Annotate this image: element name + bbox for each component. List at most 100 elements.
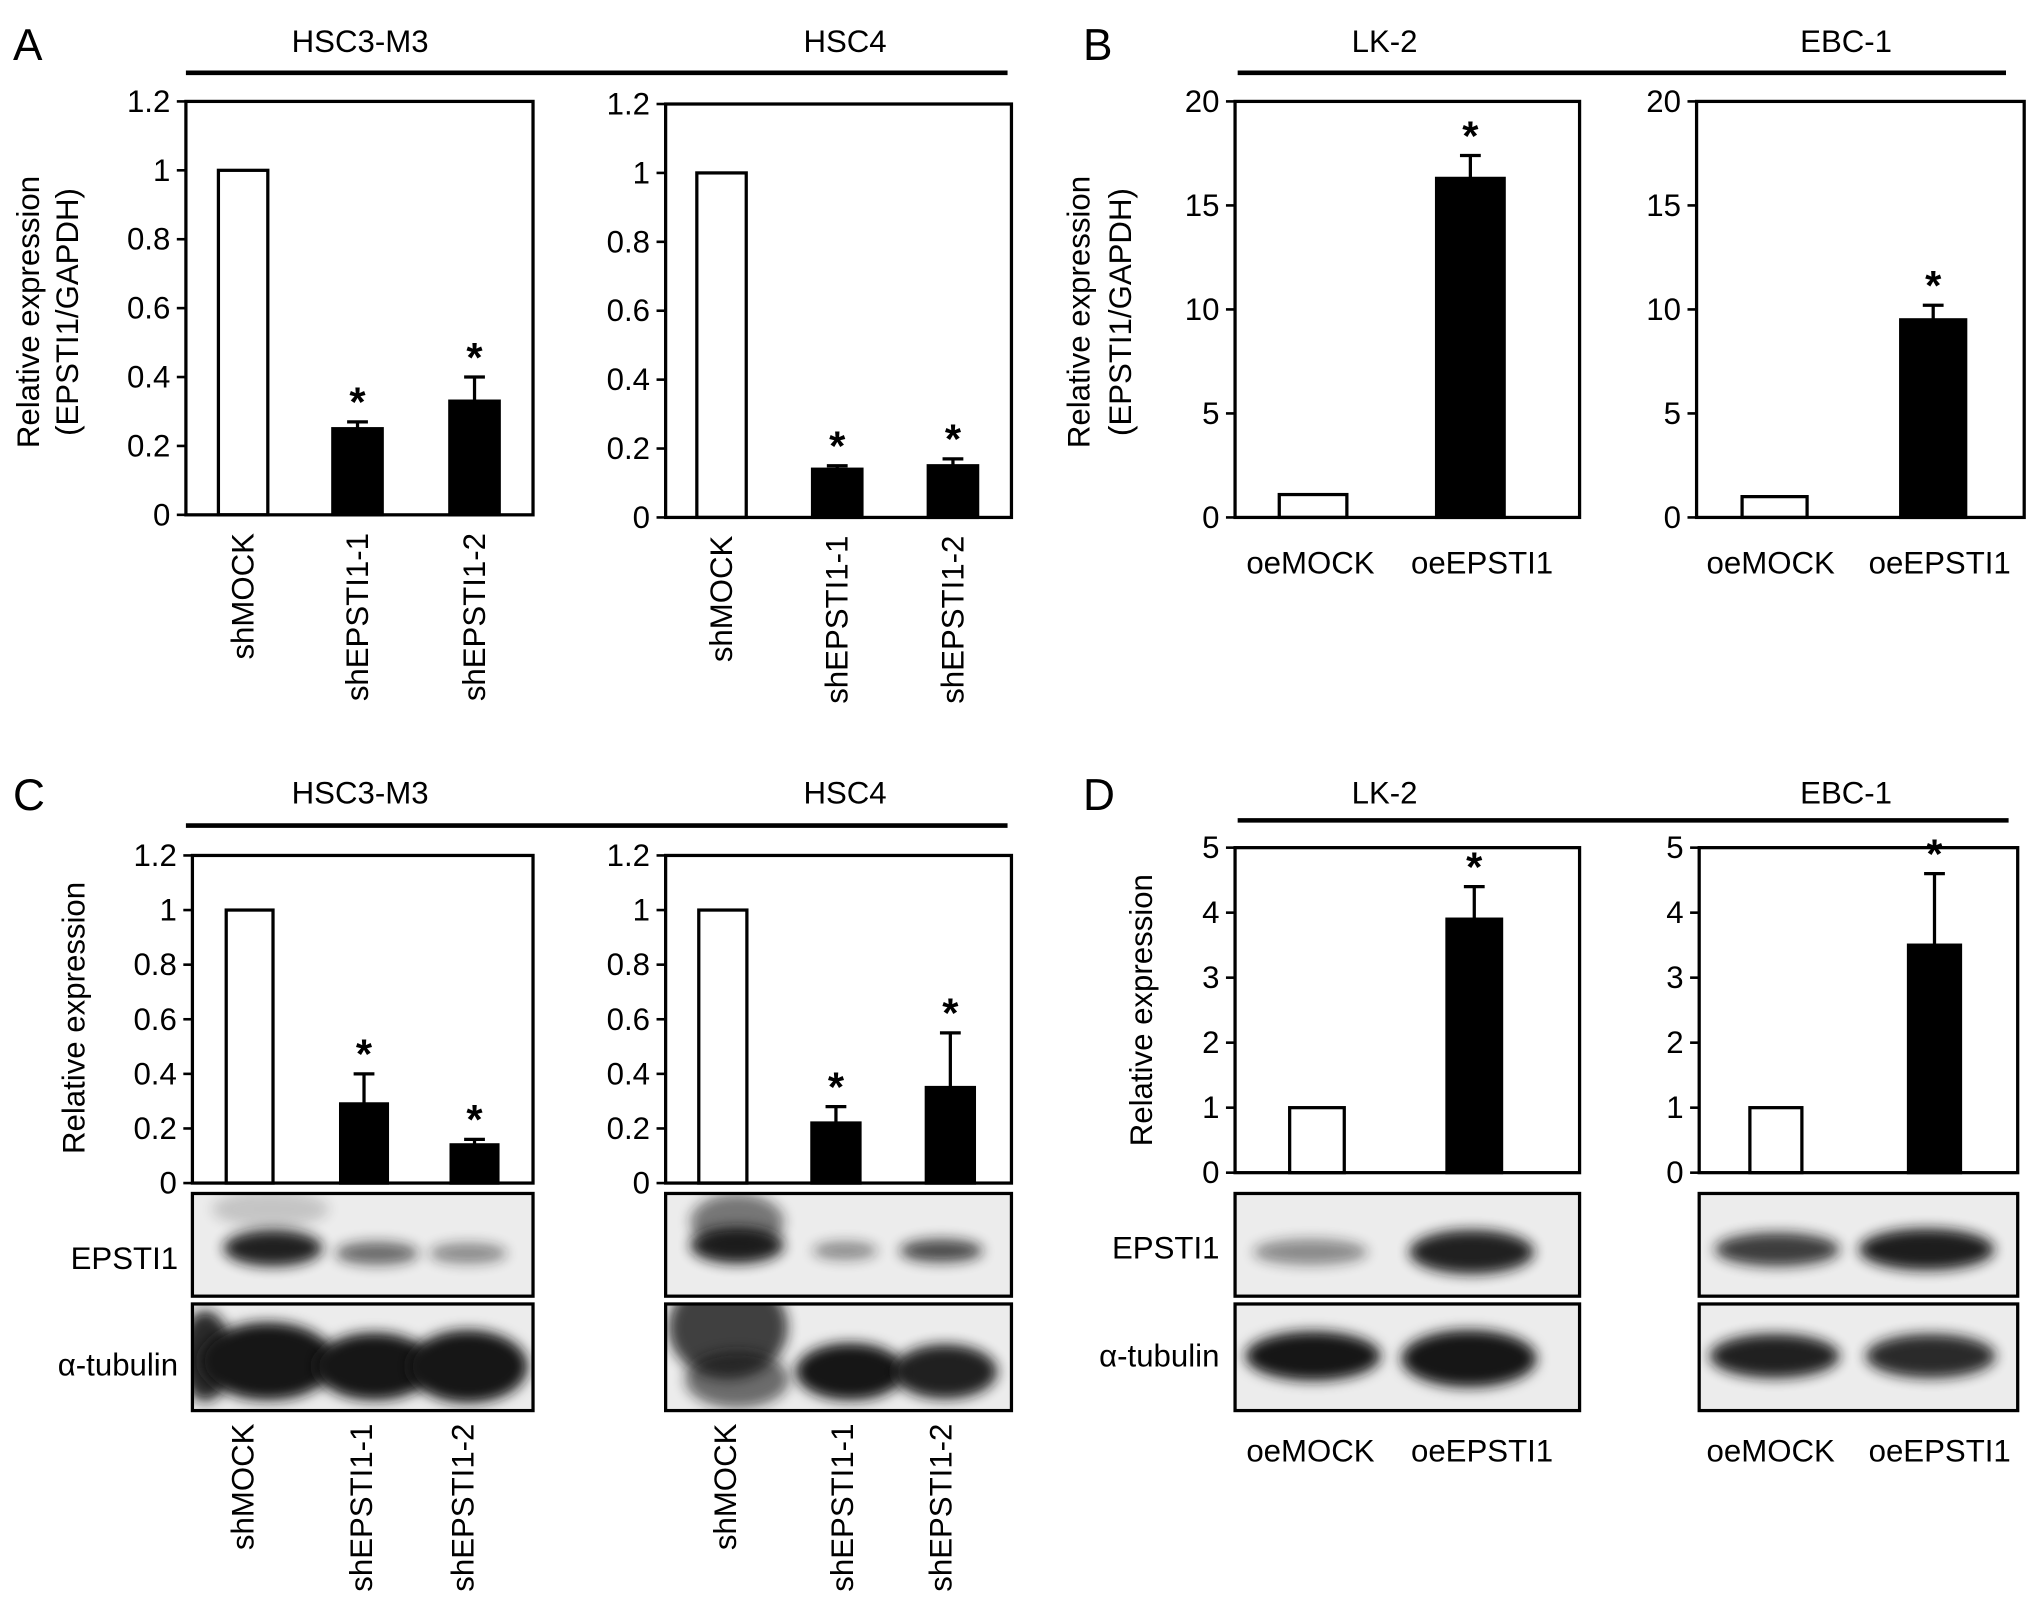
x-tick-label: oeEPSTI1 <box>1869 545 2011 580</box>
control-bar <box>224 908 275 1185</box>
chart-title: LK-2 <box>1352 24 1418 59</box>
blot-band <box>1709 1333 1840 1379</box>
control-bar <box>1748 1106 1804 1175</box>
y-tick-label: 20 <box>1185 84 1220 119</box>
treatment-bar <box>924 1085 977 1185</box>
blot-band <box>211 1193 329 1228</box>
y-tick-label: 5 <box>1202 830 1219 865</box>
blot-band <box>795 1342 905 1401</box>
y-tick-label: 20 <box>1646 84 1681 119</box>
blot-band <box>1865 1333 1996 1379</box>
chart-frame <box>1233 846 1582 1175</box>
y-tick-label: 15 <box>1646 188 1681 223</box>
chart-title: EBC-1 <box>1800 24 1892 59</box>
panel-letter: C <box>13 771 45 820</box>
significance-asterisk: * <box>1466 843 1483 890</box>
y-tick-label: 1.2 <box>133 838 176 873</box>
bar-chart: HSC4 0 0.2 0.4 0.6 0.8 1 1.2 shMOCK * shEPSTI1-1 * s… <box>607 775 1014 1592</box>
blot-band <box>314 1332 435 1401</box>
treatment-bar <box>810 467 864 520</box>
chart-frame <box>184 99 535 517</box>
chart-title: EBC-1 <box>1800 775 1892 810</box>
y-axis-label: Relative expression <box>1124 874 1159 1146</box>
treatment-bar <box>1445 917 1504 1175</box>
bar-chart: EBC-1 0 1 2 3 4 5 oeMOCK * oeEPSTI1 <box>1666 775 2020 1468</box>
blot-band <box>1859 1228 1995 1271</box>
y-tick-label: 0.8 <box>133 947 176 982</box>
treatment-bar <box>810 1121 862 1185</box>
x-tick-label: shEPSTI1-2 <box>445 1424 480 1592</box>
x-tick-label: oeMOCK <box>1707 545 1835 580</box>
significance-asterisk: * <box>1926 830 1943 877</box>
blot-band <box>429 1242 508 1264</box>
significance-asterisk: * <box>945 416 962 463</box>
y-tick-label: 3 <box>1666 960 1683 995</box>
western-blot-tubulin <box>192 1303 534 1411</box>
blot-row-label: α-tubulin <box>58 1348 178 1383</box>
blot-frame <box>664 1191 1014 1298</box>
significance-asterisk: * <box>1925 262 1942 309</box>
control-bar <box>216 168 270 517</box>
blot-frame <box>190 1191 535 1298</box>
y-tick-label: 0.8 <box>127 222 170 257</box>
control-bar <box>1277 492 1349 520</box>
western-blot-epsti1 <box>1235 1193 1580 1297</box>
significance-asterisk: * <box>828 1063 845 1110</box>
y-axis-label: (EPSTI1/GAPDH) <box>50 188 85 436</box>
chart-title: HSC4 <box>803 775 886 810</box>
y-tick-label: 0 <box>1666 1155 1683 1190</box>
blot-band <box>1253 1238 1368 1265</box>
y-tick-label: 0 <box>633 1166 650 1201</box>
y-axis-label: Relative expression <box>11 176 46 448</box>
treatment-bar <box>331 427 384 517</box>
y-tick-label: 0.4 <box>607 1056 650 1091</box>
y-tick-label: 0.4 <box>133 1056 176 1091</box>
y-tick-label: 5 <box>1202 396 1219 431</box>
y-tick-label: 1 <box>1202 1090 1219 1125</box>
x-tick-label: shEPSTI1-1 <box>340 533 375 701</box>
western-blot-tubulin <box>1235 1303 1580 1411</box>
panel-letter: B <box>1083 21 1112 70</box>
y-tick-label: 0.4 <box>607 362 650 397</box>
control-bar <box>695 171 748 520</box>
blot-frame <box>1233 1302 1582 1413</box>
y-tick-label: 0.2 <box>607 1111 650 1146</box>
blot-band <box>1409 1229 1535 1275</box>
blot-band <box>812 1241 878 1260</box>
significance-asterisk: * <box>356 1031 373 1078</box>
y-tick-label: 2 <box>1666 1025 1683 1060</box>
significance-asterisk: * <box>829 423 846 470</box>
y-tick-label: 0.6 <box>607 1002 650 1037</box>
chart-frame <box>1233 99 1582 520</box>
blot-band <box>690 1227 784 1264</box>
x-tick-label: shEPSTI1-1 <box>820 536 855 704</box>
x-tick-label: shEPSTI1-2 <box>457 533 492 701</box>
y-tick-label: 1 <box>1666 1090 1683 1125</box>
blot-row-label: EPSTI1 <box>1112 1231 1219 1266</box>
x-tick-label: shMOCK <box>226 1423 261 1550</box>
x-tick-label: shEPSTI1-1 <box>344 1424 379 1592</box>
x-tick-label: oeMOCK <box>1246 1433 1374 1468</box>
chart-title: LK-2 <box>1352 775 1418 810</box>
treatment-bar <box>338 1102 390 1185</box>
significance-asterisk: * <box>466 1096 483 1143</box>
x-tick-label: oeMOCK <box>1246 545 1374 580</box>
control-bar <box>697 908 749 1185</box>
y-tick-label: 0.4 <box>127 360 170 395</box>
panel-letter: D <box>1083 771 1115 820</box>
x-tick-label: oeEPSTI1 <box>1411 1433 1553 1468</box>
significance-asterisk: * <box>466 334 483 381</box>
chart-frame <box>664 853 1014 1185</box>
blot-frame <box>664 1302 1014 1413</box>
x-tick-label: oeMOCK <box>1707 1433 1835 1468</box>
x-tick-label: shEPSTI1-2 <box>935 536 970 704</box>
y-tick-label: 1 <box>153 153 170 188</box>
y-tick-label: 0.6 <box>127 291 170 326</box>
y-tick-label: 4 <box>1666 895 1683 930</box>
y-axis-label: Relative expression <box>1062 176 1097 448</box>
blot-band <box>1714 1232 1840 1267</box>
treatment-bar <box>449 1143 500 1185</box>
blot-frame <box>1697 1302 2020 1413</box>
blot-band <box>223 1229 323 1267</box>
